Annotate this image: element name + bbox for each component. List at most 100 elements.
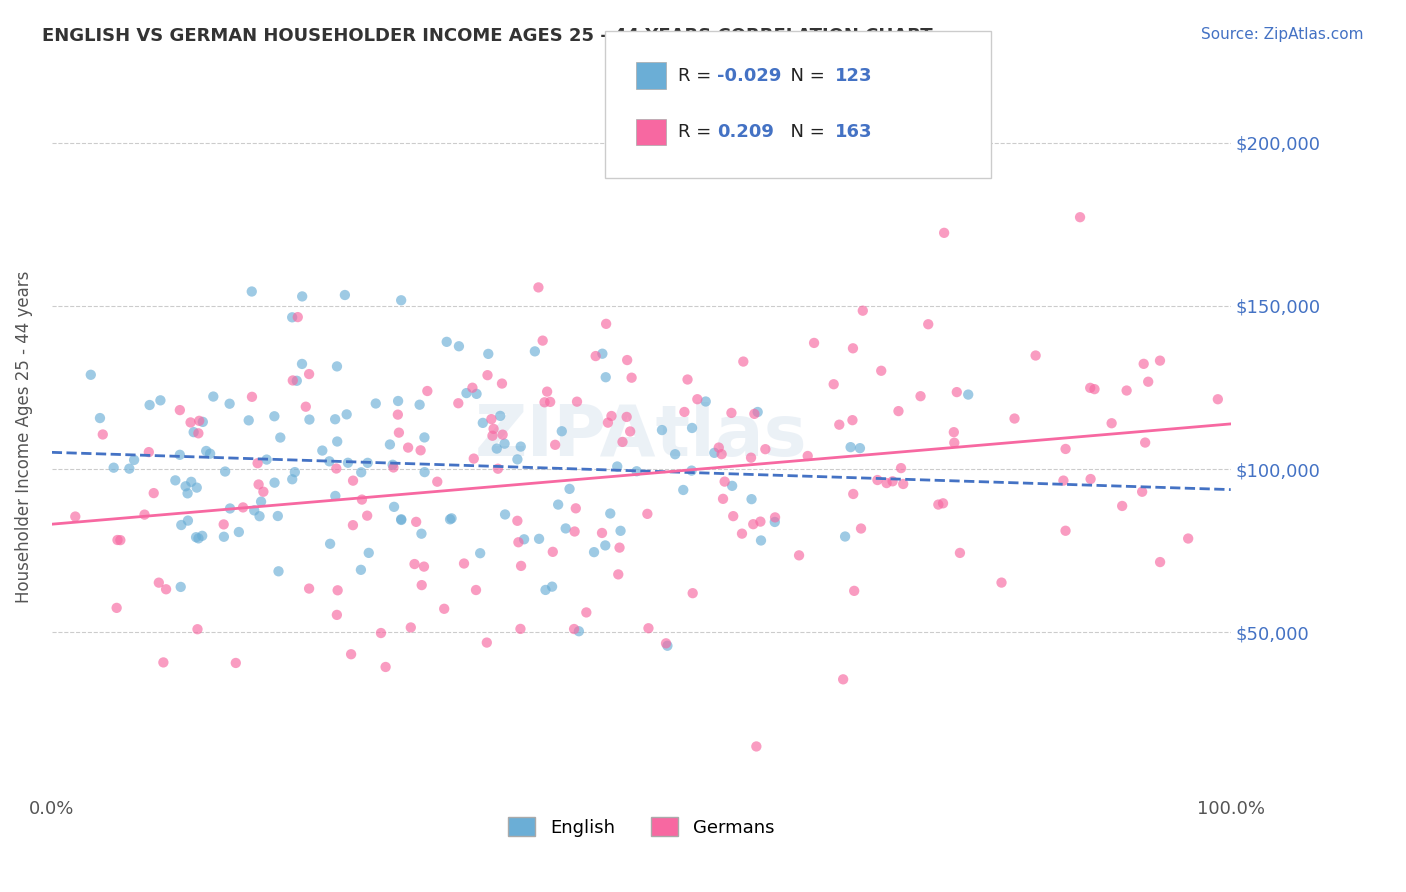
Point (544, 438, 567, 452)
Point (882, 475, 904, 489)
Point (509, 440, 531, 454)
Point (554, 521, 576, 535)
Point (534, 582, 557, 597)
Point (374, 660, 396, 674)
Point (754, 442, 776, 457)
Point (155, 582, 177, 597)
Point (357, 546, 380, 560)
Point (747, 405, 769, 419)
Point (291, 289, 314, 303)
Point (946, 385, 969, 400)
Point (917, 318, 939, 332)
Point (491, 376, 513, 391)
Point (298, 582, 321, 596)
Point (852, 303, 875, 318)
Point (447, 339, 470, 353)
Point (184, 530, 207, 544)
Legend: English, Germans: English, Germans (501, 810, 782, 844)
Point (596, 416, 619, 430)
Point (527, 280, 550, 294)
Point (103, 460, 125, 475)
Point (191, 529, 214, 543)
Point (388, 425, 411, 440)
Point (382, 460, 405, 475)
Point (411, 526, 433, 541)
Point (533, 395, 555, 409)
Point (616, 353, 638, 368)
Point (350, 466, 373, 480)
Point (202, 390, 225, 404)
Point (510, 558, 533, 573)
Point (591, 347, 613, 361)
Point (673, 405, 696, 419)
Point (1115, 384, 1137, 398)
Point (247, 477, 270, 491)
Point (990, 575, 1012, 590)
Point (475, 635, 498, 649)
Point (595, 370, 617, 384)
Point (1149, 353, 1171, 368)
Point (256, 452, 278, 467)
Point (453, 557, 475, 571)
Point (713, 475, 735, 489)
Point (381, 458, 404, 472)
Point (225, 656, 247, 670)
Point (523, 344, 546, 359)
Point (1078, 381, 1101, 395)
Point (541, 580, 564, 594)
Point (477, 368, 499, 383)
Point (110, 533, 132, 548)
Point (91, 427, 114, 442)
Point (89, 411, 111, 425)
Point (399, 620, 422, 634)
Point (281, 472, 304, 486)
Point (409, 443, 432, 458)
Point (599, 507, 621, 521)
Point (356, 456, 378, 470)
Point (876, 476, 898, 491)
Point (356, 508, 378, 523)
Point (616, 409, 638, 424)
Point (844, 583, 866, 598)
Point (263, 409, 285, 424)
Point (243, 503, 266, 517)
Point (461, 381, 484, 395)
Point (298, 367, 321, 381)
Point (142, 486, 165, 500)
Point (195, 444, 218, 458)
Point (655, 636, 678, 650)
Point (389, 293, 412, 308)
Point (456, 386, 478, 401)
Point (731, 526, 754, 541)
Point (165, 474, 187, 488)
Point (246, 456, 269, 470)
Point (1133, 435, 1156, 450)
Y-axis label: Householder Income Ages 25 - 44 years: Householder Income Ages 25 - 44 years (15, 270, 32, 603)
Point (672, 483, 695, 497)
Point (866, 473, 889, 487)
Point (188, 414, 211, 428)
Point (565, 501, 588, 516)
Point (949, 546, 972, 560)
Point (413, 465, 436, 479)
Point (105, 600, 128, 615)
Point (138, 398, 160, 412)
Point (695, 394, 717, 409)
Point (733, 354, 755, 368)
Point (720, 406, 742, 420)
Point (910, 389, 932, 403)
Point (1004, 411, 1026, 425)
Point (707, 441, 730, 455)
Point (177, 514, 200, 528)
Point (626, 464, 648, 478)
Point (927, 498, 949, 512)
Point (538, 395, 561, 409)
Point (465, 582, 488, 597)
Point (389, 513, 412, 527)
Point (387, 394, 409, 409)
Point (186, 622, 208, 636)
Point (595, 317, 617, 331)
Point (269, 431, 291, 445)
Point (284, 465, 307, 479)
Point (636, 507, 658, 521)
